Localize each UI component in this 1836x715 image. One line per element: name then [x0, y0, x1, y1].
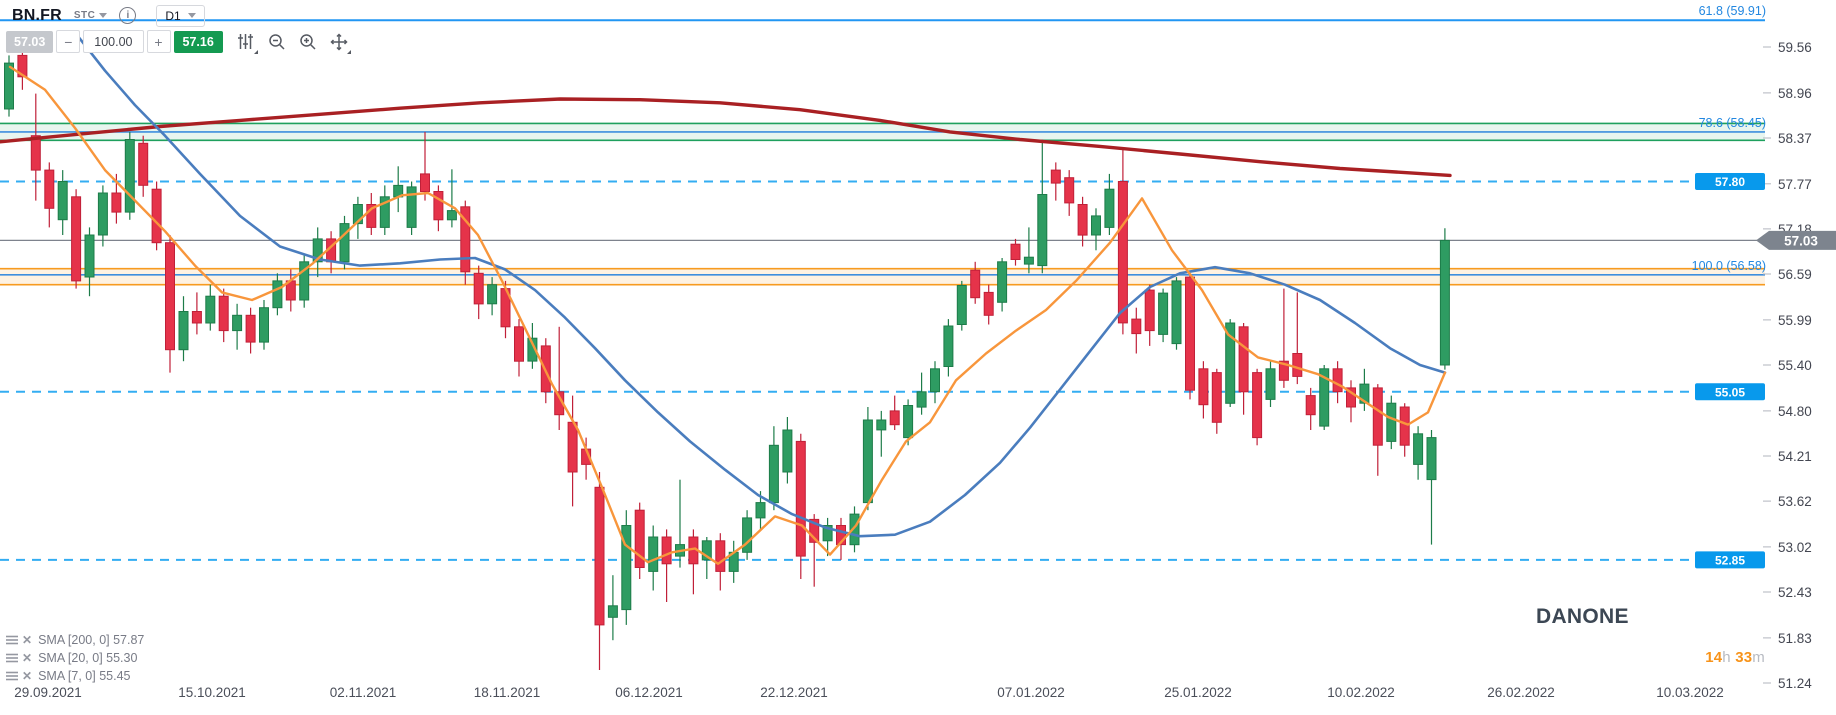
countdown-hours-unit: h	[1722, 649, 1731, 666]
order-toolbar: 57.03 − 100.00 + 57.16	[6, 30, 351, 54]
svg-text:02.11.2021: 02.11.2021	[330, 685, 397, 700]
svg-text:52.43: 52.43	[1778, 585, 1812, 600]
submenu-indicator	[253, 49, 258, 54]
svg-text:15.10.2021: 15.10.2021	[178, 685, 246, 700]
svg-text:100.0 (56.58): 100.0 (56.58)	[1692, 259, 1766, 273]
quantity-value[interactable]: 100.00	[83, 30, 144, 53]
svg-text:55.40: 55.40	[1778, 358, 1812, 373]
countdown-minutes-unit: m	[1752, 649, 1765, 666]
svg-text:58.37: 58.37	[1778, 131, 1812, 146]
info-icon[interactable]: i	[119, 7, 137, 24]
quantity-decrease-button[interactable]: −	[56, 30, 81, 53]
remove-indicator-icon[interactable]: ✕	[22, 633, 33, 647]
indicator-label: SMA [20, 0] 55.30	[38, 651, 138, 665]
move-chart-icon[interactable]	[328, 31, 351, 54]
indicator-settings-icon[interactable]	[6, 671, 18, 681]
alert-lines-layer[interactable]	[0, 180, 1765, 561]
svg-text:78.6 (58.45): 78.6 (58.45)	[1699, 116, 1766, 130]
remove-indicator-icon[interactable]: ✕	[22, 669, 33, 683]
svg-text:10.02.2022: 10.02.2022	[1327, 685, 1395, 700]
svg-text:10.03.2022: 10.03.2022	[1656, 685, 1724, 700]
instrument-watermark: DANONE	[1536, 605, 1629, 628]
bid-price-badge[interactable]: 57.03	[6, 30, 54, 53]
countdown-minutes: 33	[1735, 649, 1753, 666]
indicator-label: SMA [7, 0] 55.45	[38, 669, 131, 683]
svg-text:51.24: 51.24	[1778, 676, 1812, 691]
indicator-row: ✕ SMA [200, 0] 57.87	[6, 631, 144, 649]
quantity-increase-button[interactable]: +	[146, 30, 171, 53]
current-price-badge: 57.03	[1756, 230, 1836, 250]
chevron-down-icon	[187, 13, 196, 18]
svg-text:61.8 (59.91): 61.8 (59.91)	[1699, 4, 1766, 18]
svg-text:06.12.2021: 06.12.2021	[615, 685, 683, 700]
svg-text:22.12.2021: 22.12.2021	[760, 685, 828, 700]
svg-text:55.99: 55.99	[1778, 313, 1812, 328]
chart-tools	[235, 31, 351, 54]
svg-text:57.03: 57.03	[1784, 233, 1818, 248]
svg-text:54.80: 54.80	[1778, 404, 1812, 419]
date-axis[interactable]: 29.09.2021 15.10.2021 02.11.2021 18.11.2021…	[14, 685, 1724, 700]
fib-labels: 61.8 (59.91) 78.6 (58.45) 100.0 (56.58)	[1692, 4, 1766, 273]
remove-indicator-icon[interactable]: ✕	[22, 651, 33, 665]
svg-text:52.85: 52.85	[1715, 553, 1745, 567]
svg-text:25.01.2022: 25.01.2022	[1164, 685, 1232, 700]
indicator-legend: ✕ SMA [200, 0] 57.87 ✕ SMA [20, 0] 55.30…	[6, 631, 144, 685]
indicator-label: SMA [200, 0] 57.87	[38, 633, 145, 647]
svg-text:26.02.2022: 26.02.2022	[1487, 685, 1555, 700]
zoom-in-icon[interactable]	[297, 31, 319, 53]
svg-text:54.21: 54.21	[1778, 449, 1812, 464]
market-selector[interactable]: STC	[74, 10, 108, 21]
svg-text:55.05: 55.05	[1715, 385, 1745, 399]
indicator-settings-icon[interactable]	[235, 31, 258, 54]
sma-lines-layer	[0, 34, 1452, 565]
countdown-hours: 14	[1705, 649, 1723, 666]
submenu-indicator	[346, 49, 351, 54]
svg-text:51.83: 51.83	[1778, 631, 1812, 646]
svg-text:56.59: 56.59	[1778, 267, 1812, 282]
svg-text:59.56: 59.56	[1778, 40, 1812, 55]
price-axis[interactable]: 59.5658.9658.3757.7757.1856.5955.9955.40…	[1763, 40, 1812, 691]
svg-text:53.02: 53.02	[1778, 540, 1812, 555]
svg-text:53.62: 53.62	[1778, 494, 1812, 509]
svg-text:58.96: 58.96	[1778, 86, 1812, 101]
market-selector-label: STC	[73, 10, 96, 21]
svg-text:29.09.2021: 29.09.2021	[14, 685, 82, 700]
session-countdown: 14h 33m	[1705, 649, 1765, 666]
svg-text:57.77: 57.77	[1778, 177, 1812, 192]
zoom-out-icon[interactable]	[266, 31, 288, 53]
indicator-settings-icon[interactable]	[6, 635, 18, 645]
svg-text:07.01.2022: 07.01.2022	[997, 685, 1065, 700]
symbol-toolbar: BN.FR STC i D1	[12, 3, 205, 28]
svg-text:18.11.2021: 18.11.2021	[474, 685, 541, 700]
candles-layer[interactable]	[4, 47, 1450, 670]
indicator-row: ✕ SMA [7, 0] 55.45	[6, 667, 144, 685]
svg-text:57.80: 57.80	[1715, 175, 1745, 189]
alert-price-badges[interactable]: 57.80 55.05 52.85	[1695, 173, 1765, 569]
timeframe-label: D1	[165, 8, 181, 23]
ask-price-badge[interactable]: 57.16	[173, 30, 223, 53]
indicator-row: ✕ SMA [20, 0] 55.30	[6, 649, 144, 667]
symbol-name[interactable]: BN.FR	[12, 6, 62, 24]
fib-levels-layer	[0, 19, 1765, 286]
timeframe-selector[interactable]: D1	[156, 4, 205, 27]
indicator-settings-icon[interactable]	[6, 653, 18, 663]
chevron-down-icon	[99, 13, 108, 18]
